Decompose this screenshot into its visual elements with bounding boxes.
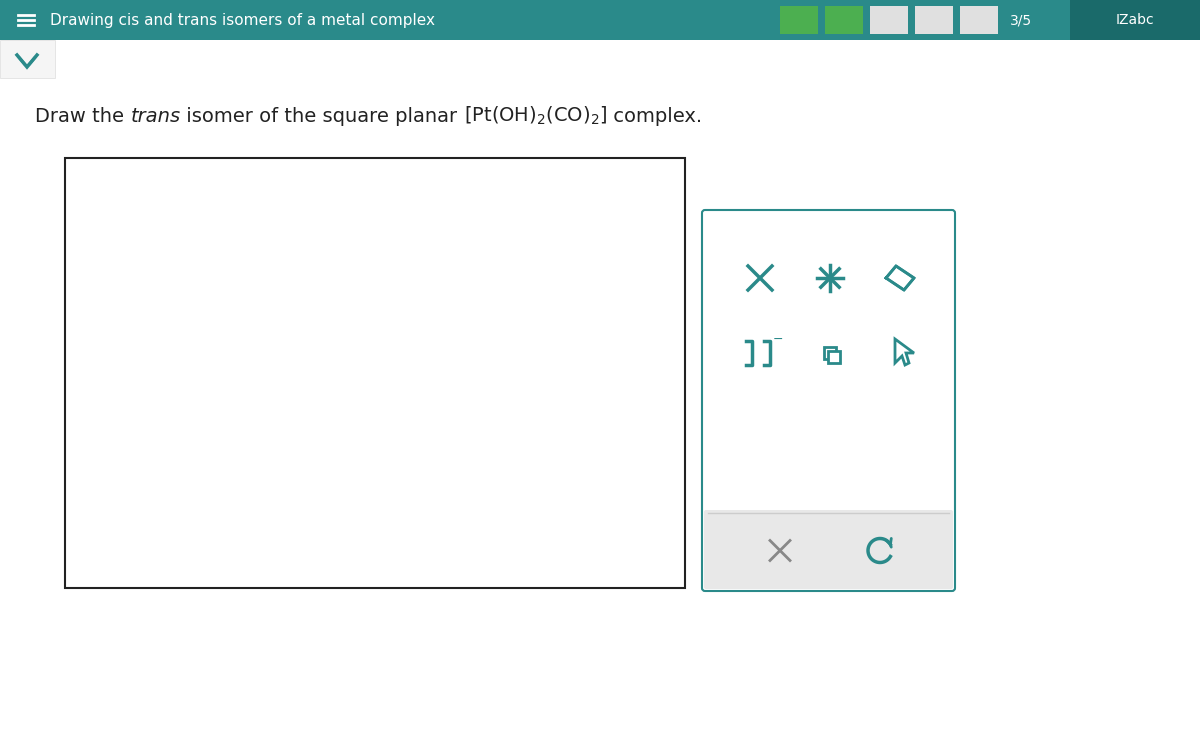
Polygon shape bbox=[895, 339, 914, 365]
FancyBboxPatch shape bbox=[702, 210, 955, 591]
Bar bbox=[708, 513, 949, 585]
Text: IZabc: IZabc bbox=[1116, 13, 1154, 27]
Bar bbox=[916, 6, 953, 34]
Text: Draw the: Draw the bbox=[35, 106, 131, 126]
Text: Drawing cis and trans isomers of a metal complex: Drawing cis and trans isomers of a metal… bbox=[50, 13, 436, 27]
Text: complex.: complex. bbox=[607, 106, 702, 126]
Bar bbox=[828, 351, 840, 363]
Bar bbox=[870, 6, 908, 34]
Bar bbox=[826, 6, 863, 34]
Text: trans: trans bbox=[131, 106, 180, 126]
Bar bbox=[65, 158, 685, 588]
Bar bbox=[780, 6, 818, 34]
Text: isomer of the square planar: isomer of the square planar bbox=[180, 106, 463, 126]
Bar bbox=[824, 347, 836, 359]
Bar bbox=[1070, 0, 1200, 40]
Text: −: − bbox=[773, 333, 784, 345]
FancyBboxPatch shape bbox=[704, 510, 953, 589]
Text: $\left[\mathrm{Pt(OH)_2(CO)_2}\right]$: $\left[\mathrm{Pt(OH)_2(CO)_2}\right]$ bbox=[463, 105, 607, 127]
Bar bbox=[0, 40, 55, 78]
Bar bbox=[0, 0, 1200, 40]
Text: 3/5: 3/5 bbox=[1010, 13, 1032, 27]
Bar bbox=[960, 6, 998, 34]
